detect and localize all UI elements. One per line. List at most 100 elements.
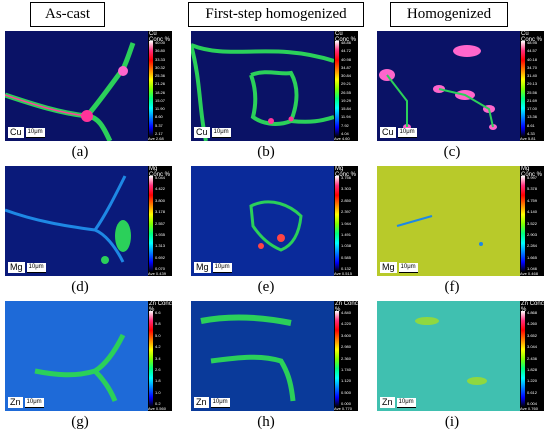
scalebar: 10μm [396,397,416,408]
colorbar-tick: 44.72 [341,48,352,54]
map-panel-f: Mg Conc % 5.997 5.378 4.759 4.140 3.522 2.903… [377,166,544,276]
colorbar-tick: 11.94 [341,114,351,120]
colorbar-average: Ave 4.60 [334,136,350,141]
colorbar-tick: 4.04 [341,130,349,136]
colorbar-ticks: 4.840 4.220 3.600 2.980 2.360 1.740 1.120 0.500… [341,310,358,406]
colorbar-tick: 8.61 [527,122,535,128]
scalebar: 10μm [25,127,45,138]
colorbar-tick: 1.740 [341,366,352,372]
colorbar-element: Cu Conc % [149,31,171,43]
colorbar-average: Ave 0.439 [148,271,166,276]
colorbar-tick: 1.220 [527,378,538,384]
colorbar-tick: 2.903 [527,231,538,237]
colorbar-tick: 29.21 [341,81,352,87]
colorbar-tick: 2.850 [341,197,352,203]
colorbar-tick: 2.360 [341,355,352,361]
colorbar-tick: 6.6 [155,310,161,315]
scalebar: 10μm [397,127,417,138]
colorbar-tick: 15.84 [341,106,352,112]
colorbar-b: Cu Conc % 48.86 44.72 40.98 34.87 30.84 29.21… [334,31,358,141]
colorbar-tick: 2.6 [155,366,161,372]
colorbar-tick: 30.84 [341,73,352,79]
colorbar-ticks: 5.997 5.378 4.759 4.140 3.522 2.903 2.284 1.665… [527,175,544,271]
scalebar: 10μm [398,262,418,273]
colorbar-a: Cu Conc % 40.00 36.80 33.33 30.32 25.36 21.26… [148,31,172,141]
colorbar-tick: 2.980 [341,344,352,350]
panel-label-h: (h) [257,414,275,430]
scalebar: 10μm [212,262,232,273]
colorbar-tick: 36.80 [155,48,166,54]
element-tag: Mg 10μm [194,262,232,273]
colorbar-tick: 34.70 [527,64,538,70]
map-panel-h: Zn Conc % 4.840 4.220 3.600 2.980 2.360 1.740… [191,301,358,411]
colorbar-tick: 33.33 [155,56,166,62]
colorbar-tick: 1.828 [527,366,538,372]
colorbar-tick: 3.652 [527,332,538,338]
element-tag: Cu 10μm [380,127,417,138]
colorbar-tick: 48.95 [527,40,538,45]
colorbar-tick: 25.56 [527,89,538,95]
colorbar-gradient [521,311,525,407]
colorbar-tick: 2.436 [527,355,538,361]
element-tag: Cu 10μm [8,127,45,138]
colorbar-tick: 3.522 [527,220,538,226]
colorbar-tick: 11.90 [155,106,165,112]
colorbar-element: Zn Conc % [521,301,544,313]
map-panel-d: Mg Conc % 5.044 4.422 3.800 3.178 2.557 1.935… [5,166,172,276]
colorbar-tick: 1.944 [341,220,352,226]
colorbar-tick: 4.2 [155,344,161,350]
colorbar-gradient [335,176,339,272]
mg-map-e [191,166,334,276]
element-tag: Zn 10μm [194,397,230,408]
colorbar-tick: 13.36 [527,114,538,120]
colorbar-tick: 26.55 [341,89,352,95]
colorbar-gradient [521,41,525,137]
colorbar-tick: 0.132 [341,266,352,271]
panel-label-d: (d) [71,279,89,295]
colorbar-tick: 0.585 [341,254,352,260]
panel-label-a: (a) [71,144,89,160]
colorbar-tick: 3.800 [155,197,166,203]
colorbar-tick: 5.8 [155,321,161,327]
colorbar-tick: 2.557 [155,220,166,226]
colorbar-average: Ave 0.770 [334,406,352,411]
colorbar-tick: 1.491 [341,231,352,237]
colorbar-ticks: 40.00 36.80 33.33 30.32 25.36 21.26 18.26 15.07… [155,40,172,136]
colorbar-e: Mg Conc % 3.756 3.303 2.850 2.397 1.944 1.491… [334,166,358,276]
colorbar-tick: 0.004 [527,401,538,406]
colorbar-tick: 31.40 [527,73,538,79]
colorbar-tick: 3.756 [341,175,352,180]
scalebar: 10μm [210,397,230,408]
colorbar-tick: 1.313 [155,243,166,249]
colorbar-ticks: 3.756 3.303 2.850 2.397 1.944 1.491 1.038 0.585… [341,175,358,271]
element-tag: Zn 10μm [380,397,416,408]
colorbar-tick: 1.120 [341,378,352,384]
colorbar-i: Zn Conc % 4.868 4.260 3.652 3.044 2.436 1.828… [520,301,544,411]
zn-map-g [5,301,148,411]
column-title-homogenized: Homogenized [390,2,508,27]
colorbar-ticks: 5.044 4.422 3.800 3.178 2.557 1.935 1.313 0.692… [155,175,172,271]
panel-label-g: (g) [71,414,89,430]
colorbar-tick: 3.600 [341,332,352,338]
colorbar-f: Mg Conc % 5.997 5.378 4.759 4.140 3.522 2.903… [520,166,544,276]
map-panel-e: Mg Conc % 3.756 3.303 2.850 2.397 1.944 1.491… [191,166,358,276]
colorbar-gradient [521,176,525,272]
colorbar-tick: 1.038 [341,243,352,249]
colorbar-tick: 40.98 [341,56,352,62]
colorbar-tick: 40.18 [527,56,538,62]
cu-map-b [191,31,334,141]
map-panel-b: Cu Conc % 48.86 44.72 40.98 34.87 30.84 29.21… [191,31,358,141]
panel-label-c: (c) [443,144,461,160]
colorbar-tick: 8.60 [155,114,163,120]
colorbar-element: Mg Conc % [521,166,543,178]
map-panel-c: Cu Conc % 48.95 44.57 40.18 34.70 31.40 29.13… [377,31,544,141]
colorbar-tick: 1.046 [527,266,538,271]
colorbar-tick: 5.37 [155,122,163,128]
colorbar-element: Cu Conc % [335,31,357,43]
colorbar-ticks: 48.95 44.57 40.18 34.70 31.40 29.13 25.56 21.69… [527,40,544,136]
colorbar-gradient [149,41,153,137]
colorbar-tick: 4.759 [527,197,538,203]
colorbar-element: Mg Conc % [335,166,357,178]
colorbar-average: Ave 0.515 [334,271,352,276]
colorbar-tick: 4.33 [527,130,535,136]
